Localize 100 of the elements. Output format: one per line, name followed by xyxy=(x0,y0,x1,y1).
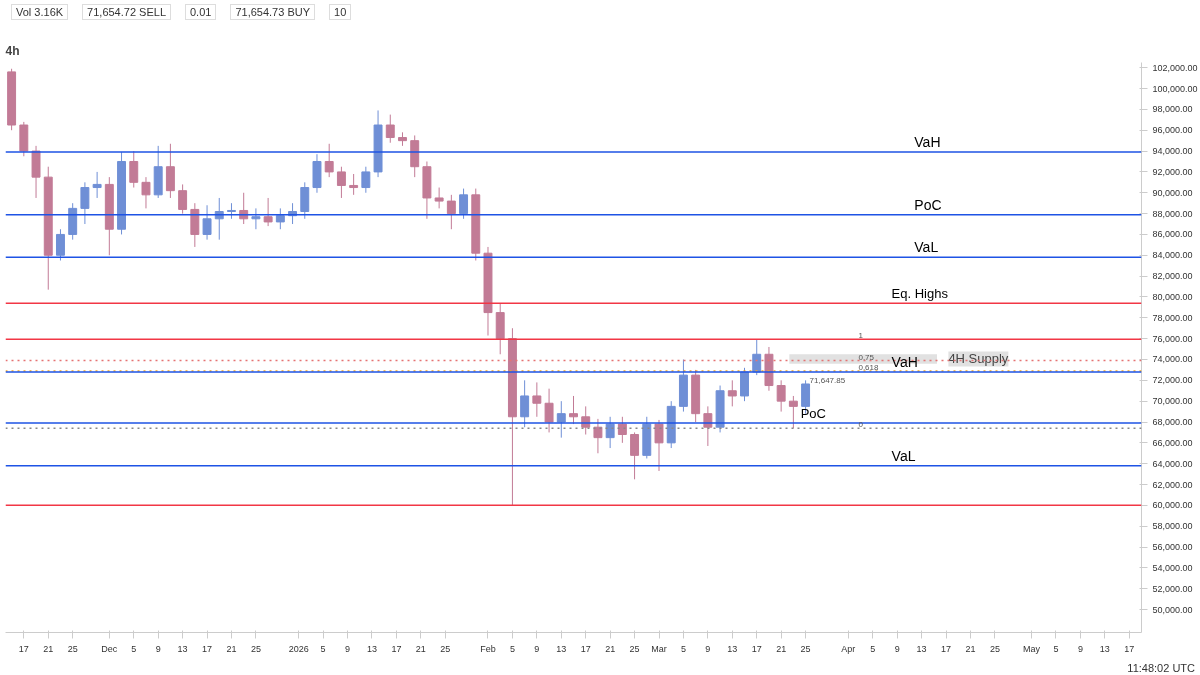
candlestick xyxy=(532,381,542,418)
y-tick-label: 98,000.00 xyxy=(1152,104,1193,115)
x-tick-label: 25 xyxy=(629,643,640,654)
text: 10 xyxy=(329,4,352,20)
x-tick-label: 25 xyxy=(440,643,451,654)
text: 11:48:02 UTC xyxy=(1127,661,1195,675)
candlestick xyxy=(129,150,139,189)
y-tick-label: 76,000.00 xyxy=(1152,333,1193,344)
y-tick-label: 88,000.00 xyxy=(1152,208,1193,219)
candlestick xyxy=(630,431,640,480)
x-tick-label: 5 xyxy=(320,643,326,654)
candlestick xyxy=(446,194,456,230)
x-tick-label: 17 xyxy=(751,643,762,654)
y-tick-label: 56,000.00 xyxy=(1152,542,1193,553)
ref-line-label: PoC xyxy=(800,406,826,422)
candlestick xyxy=(727,379,737,407)
text: 71,654.72 SELL xyxy=(82,4,171,20)
x-tick-label: 13 xyxy=(1099,643,1110,654)
candlestick xyxy=(593,418,603,454)
x-tick-label: 13 xyxy=(727,643,738,654)
x-tick-label: 5 xyxy=(870,643,876,654)
x-tick-label: 5 xyxy=(131,643,137,654)
candlestick xyxy=(275,207,285,230)
x-tick-label: 25 xyxy=(250,643,261,654)
x-tick-label: 13 xyxy=(366,643,377,654)
y-tick-label: 78,000.00 xyxy=(1152,312,1193,323)
text: Vol 3.16K xyxy=(11,4,69,20)
x-tick-label: Dec xyxy=(101,643,118,654)
x-tick-label: 13 xyxy=(556,643,567,654)
x-tick-label: 17 xyxy=(391,643,402,654)
candlestick xyxy=(80,181,90,225)
annotation: 1 xyxy=(858,331,864,341)
candlestick xyxy=(776,379,786,413)
x-tick-label: 2026 xyxy=(288,643,309,654)
candlestick xyxy=(654,419,664,472)
candlestick xyxy=(569,395,578,425)
x-tick-label: 9 xyxy=(534,643,540,654)
y-tick-label: 72,000.00 xyxy=(1152,375,1193,386)
x-tick-label: 9 xyxy=(1077,643,1083,654)
x-tick-label: Apr xyxy=(841,643,856,654)
ref-line-label: VaH xyxy=(891,353,918,370)
candlestick xyxy=(617,416,627,444)
x-tick-label: 5 xyxy=(1053,643,1059,654)
x-tick-label: 21 xyxy=(43,643,54,654)
y-tick-label: 92,000.00 xyxy=(1152,166,1193,177)
candlestick xyxy=(520,379,530,428)
y-tick-label: 66,000.00 xyxy=(1152,437,1193,448)
x-tick-label: 9 xyxy=(894,643,900,654)
band-label: 4H Supply xyxy=(948,351,1009,367)
x-tick-label: 17 xyxy=(941,643,952,654)
x-tick-label: 25 xyxy=(67,643,78,654)
y-tick-label: 70,000.00 xyxy=(1152,396,1193,407)
y-tick-label: 82,000.00 xyxy=(1152,271,1193,282)
y-tick-label: 54,000.00 xyxy=(1152,562,1193,573)
candlestick xyxy=(752,339,762,376)
x-tick-label: 17 xyxy=(202,643,213,654)
x-tick-label: 21 xyxy=(965,643,976,654)
y-tick-label: 100,000.00 xyxy=(1152,83,1198,94)
candlestick xyxy=(556,400,566,439)
annotation: 71,647.85 xyxy=(809,375,846,385)
ref-line-label: VaL xyxy=(891,447,916,464)
candlestick xyxy=(385,114,395,144)
x-tick-label: 21 xyxy=(605,643,616,654)
y-tick-label: 64,000.00 xyxy=(1152,458,1193,469)
candlestick xyxy=(178,183,188,215)
candlestick xyxy=(56,228,65,261)
x-tick-label: 9 xyxy=(705,643,711,654)
candlestick xyxy=(141,176,151,209)
x-tick-label: Mar xyxy=(651,643,667,654)
candlestick xyxy=(202,204,212,241)
ref-line-label: VaH xyxy=(914,134,941,151)
y-tick-label: 94,000.00 xyxy=(1152,146,1193,157)
text: 71,654.73 BUY xyxy=(230,4,316,20)
y-tick-label: 68,000.00 xyxy=(1152,417,1193,428)
candlestick xyxy=(263,197,273,227)
x-tick-label: 21 xyxy=(776,643,787,654)
x-tick-label: 25 xyxy=(989,643,1000,654)
candlestick xyxy=(434,187,444,209)
y-tick-label: 96,000.00 xyxy=(1152,125,1193,136)
ref-line-label: VaL xyxy=(914,239,939,256)
x-tick-label: 13 xyxy=(916,643,927,654)
y-tick-label: 86,000.00 xyxy=(1152,229,1193,240)
candlestick xyxy=(740,367,749,402)
annotation: 0 xyxy=(858,420,864,430)
x-tick-label: Feb xyxy=(480,643,496,654)
candlestick xyxy=(544,388,554,433)
x-tick-label: 9 xyxy=(345,643,351,654)
candlestick xyxy=(605,416,615,449)
x-tick-label: 21 xyxy=(415,643,426,654)
x-tick-label: 5 xyxy=(509,643,515,654)
x-tick-label: 5 xyxy=(680,643,686,654)
candlestick xyxy=(788,395,798,429)
y-tick-label: 58,000.00 xyxy=(1152,521,1193,532)
x-tick-label: 25 xyxy=(800,643,811,654)
chart-title: 4h xyxy=(5,43,20,58)
candlestick xyxy=(300,181,310,220)
y-tick-label: 62,000.00 xyxy=(1152,479,1193,490)
annotation: 0.75 xyxy=(858,352,875,362)
x-tick-label: May xyxy=(1023,643,1041,654)
x-tick-label: 17 xyxy=(580,643,591,654)
